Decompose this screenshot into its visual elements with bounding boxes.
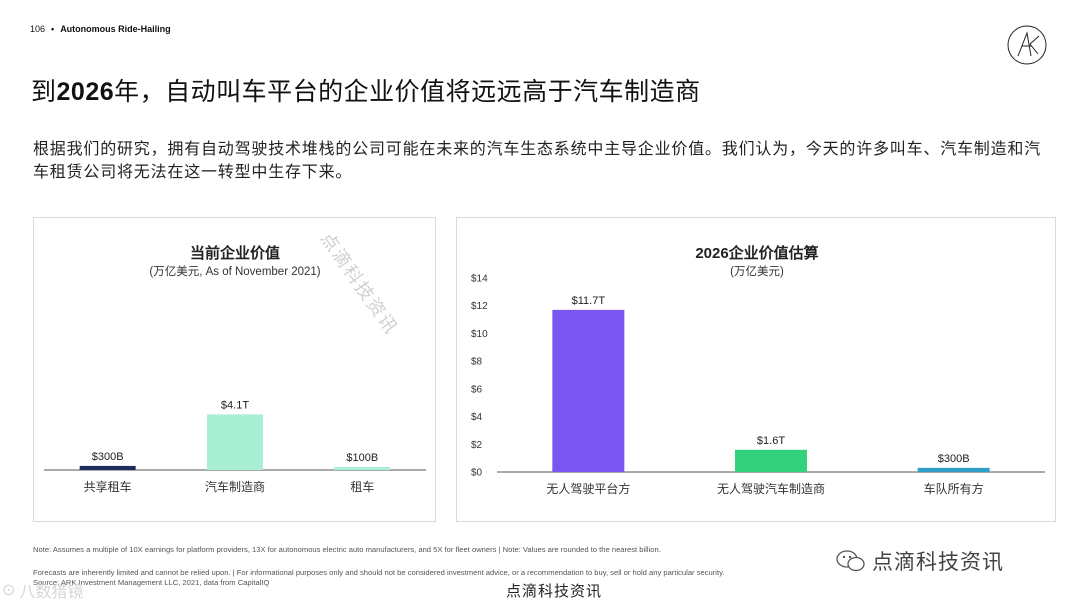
current-value-chart-panel: 当前企业价值 (万亿美元, As of November 2021) $300B 共享… xyxy=(33,217,436,522)
y-tick-label: $8 xyxy=(471,357,483,368)
x-category-label: 车队所有方 xyxy=(924,481,984,496)
x-category-label: 无人驾驶平台方 xyxy=(546,481,630,496)
y-tick-label: $10 xyxy=(471,329,488,340)
corner-watermark: ⊙ 八数猎镜 xyxy=(2,578,83,602)
footnote-assumptions: Note: Assumes a multiple of 10X earnings… xyxy=(33,545,661,554)
page-number: 106 xyxy=(30,24,46,34)
forecast-value-chart: 2026企业价值估算 (万亿美元) $14 $12 $10 $8 $6 $4 $2 $0 $11.7… xyxy=(471,244,1045,496)
x-category-label: 无人驾驶汽车制造商 xyxy=(717,481,825,496)
chart-subtitle: (万亿美元) xyxy=(730,264,784,278)
title-year: 2026 xyxy=(56,78,115,106)
ark-logo-icon xyxy=(1007,25,1047,65)
bar-data-label: $100B xyxy=(346,452,378,464)
bar xyxy=(207,414,263,470)
header-bullet: • xyxy=(51,24,55,34)
bar-data-label: $4.1T xyxy=(221,399,249,411)
x-category-label: 共享租车 xyxy=(84,479,132,494)
bottom-watermark: 点滴科技资讯 xyxy=(506,583,603,600)
title-pre: 到 xyxy=(31,78,57,106)
bar xyxy=(735,449,807,472)
corner-watermark-icon: ⊙ xyxy=(2,582,16,599)
bar-data-label: $300B xyxy=(92,451,124,463)
wechat-watermark-text: 点滴科技资讯 xyxy=(872,551,1004,574)
x-category-label: 租车 xyxy=(350,479,374,494)
bar-data-label: $300B xyxy=(938,453,970,465)
y-tick-label: $4 xyxy=(471,412,483,423)
bar xyxy=(917,467,990,472)
chart-title: 2026企业价值估算 xyxy=(695,244,818,262)
y-tick-label: $14 xyxy=(471,274,488,285)
page-header: 106 • Autonomous Ride-Hailing xyxy=(30,24,171,34)
bar-data-label: $1.6T xyxy=(757,435,785,447)
footnote-disclaimer: Forecasts are inherently limited and can… xyxy=(33,568,725,577)
y-tick-label: $2 xyxy=(471,440,483,451)
forecast-value-chart-panel: 2026企业价值估算 (万亿美元) $14 $12 $10 $8 $6 $4 $2 $0 $11.7… xyxy=(456,217,1056,522)
page-title: 到2026年，自动叫车平台的企业价值将远远高于汽车制造商 xyxy=(31,72,701,108)
x-category-label: 汽车制造商 xyxy=(205,479,265,494)
footnote-source: Source: ARK Investment Management LLC, 2… xyxy=(33,578,270,587)
bar-data-label: $11.7T xyxy=(572,295,606,307)
bar xyxy=(79,465,136,470)
y-tick-label: $0 xyxy=(471,468,483,479)
lead-paragraph: 根据我们的研究，拥有自动驾驶技术堆栈的公司可能在未来的汽车生态系统中主导企业价值… xyxy=(33,141,1042,181)
chart-subtitle: (万亿美元, As of November 2021) xyxy=(149,264,320,278)
bar xyxy=(334,467,391,470)
wechat-icon xyxy=(836,550,865,572)
wechat-watermark: 点滴科技资讯 xyxy=(836,546,1004,576)
chart-title: 当前企业价值 xyxy=(190,244,280,262)
corner-watermark-text: 八数猎镜 xyxy=(19,584,84,601)
title-post: 年，自动叫车平台的企业价值将远远高于汽车制造商 xyxy=(114,78,701,106)
current-value-chart: 当前企业价值 (万亿美元, As of November 2021) $300B 共享… xyxy=(44,244,426,494)
y-tick-label: $12 xyxy=(471,301,488,312)
section-name: Autonomous Ride-Hailing xyxy=(60,24,171,34)
bar xyxy=(552,309,625,472)
y-tick-label: $6 xyxy=(471,384,483,395)
